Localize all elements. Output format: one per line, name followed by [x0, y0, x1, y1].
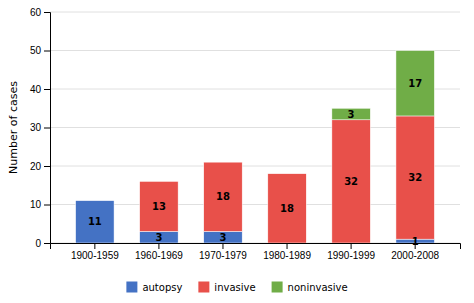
tick: 2000-2008 — [391, 243, 439, 261]
chart: 11331131818323231701020304050601900-1959… — [0, 0, 474, 303]
tick: 1960-1969 — [135, 243, 183, 261]
legend: autopsy invasive noninvasive — [126, 282, 347, 293]
bar-segment — [396, 51, 434, 116]
tick-label: 1990-1999 — [327, 250, 375, 261]
tick-label: 30 — [30, 122, 42, 133]
tick-label: 20 — [30, 161, 42, 172]
tick: 1900-1959 — [71, 243, 119, 261]
tick-label: 60 — [30, 7, 42, 18]
tick: 50 — [30, 45, 50, 56]
data-label: 13 — [152, 201, 166, 212]
tick: 40 — [30, 84, 50, 95]
data-label: 11 — [88, 216, 102, 227]
bar-segment — [204, 231, 242, 243]
tick-label: 50 — [30, 45, 42, 56]
grid-line — [50, 12, 460, 13]
series — [332, 51, 435, 120]
tick-label: 40 — [30, 84, 42, 95]
y-axis-title: Number of cases — [7, 81, 20, 174]
data-label: 18 — [280, 203, 294, 214]
bar-segment — [76, 200, 114, 201]
series — [140, 116, 435, 243]
tick-mark — [44, 243, 50, 244]
tick-label: 1960-1969 — [135, 250, 183, 261]
data-label: 18 — [216, 191, 230, 202]
bar-segment — [332, 108, 370, 120]
tick: 30 — [30, 122, 50, 133]
data-label: 3 — [348, 109, 355, 120]
legend-label: autopsy — [142, 282, 182, 293]
legend-label: noninvasive — [288, 282, 348, 293]
tick-mark — [44, 128, 50, 129]
y-axis: 0 10 20 30 40 50 60 — [30, 7, 51, 249]
tick-mark — [351, 243, 352, 249]
tick-label: 2000-2008 — [391, 250, 439, 261]
plot: 11331131818323231701020304050601900-1959… — [30, 7, 461, 261]
axis-line — [51, 244, 461, 250]
legend-label: invasive — [214, 282, 255, 293]
tick-label: 1970-1979 — [199, 250, 247, 261]
legend-swatch — [126, 282, 137, 293]
series — [76, 201, 435, 243]
bar-segment — [140, 231, 178, 243]
legend-item: noninvasive — [272, 282, 348, 293]
tick-mark — [415, 243, 416, 249]
bar-segment — [204, 162, 242, 231]
tick: 10 — [30, 199, 50, 210]
bar-segment — [396, 116, 434, 239]
tick: 1970-1979 — [199, 243, 247, 261]
bar-segment — [140, 181, 178, 182]
tick-mark — [222, 243, 223, 249]
tick-mark — [44, 89, 50, 90]
bar-segment — [76, 200, 114, 201]
tick-mark — [44, 205, 50, 206]
tick: 60 — [30, 7, 50, 18]
tick: 1980-1989 — [263, 243, 311, 261]
bar-segment — [140, 181, 178, 231]
data-label: 32 — [408, 172, 422, 183]
bars — [76, 51, 435, 244]
legend-item: autopsy — [126, 282, 182, 293]
tick: 20 — [30, 161, 50, 172]
bar-segment — [268, 174, 306, 243]
x-axis: 1900-1959 1960-1969 1970-1979 1980-1989 1990… — [51, 243, 461, 261]
tick-mark — [44, 166, 50, 167]
data-label: 3 — [155, 232, 162, 243]
tick-mark — [44, 12, 50, 13]
data-labels: 113311318183232317 — [88, 78, 422, 247]
axis-line — [44, 13, 51, 244]
tick-label: 10 — [30, 199, 42, 210]
bar-segment — [204, 162, 242, 163]
grid — [50, 12, 460, 243]
tick-mark — [94, 243, 95, 249]
bar-segment — [268, 173, 306, 174]
tick-label: 1900-1959 — [71, 250, 119, 261]
legend-swatch — [198, 282, 209, 293]
legend-item: invasive — [198, 282, 255, 293]
tick: 0 — [35, 238, 50, 249]
data-label: 17 — [408, 78, 422, 89]
data-label: 32 — [344, 176, 358, 187]
legend-swatch — [272, 282, 283, 293]
tick-mark — [44, 51, 50, 52]
tick-mark — [158, 243, 159, 249]
tick-label: 0 — [35, 238, 41, 249]
tick-mark — [287, 243, 288, 249]
data-label: 3 — [219, 232, 226, 243]
tick: 1990-1999 — [327, 243, 375, 261]
bar-segment — [332, 120, 370, 243]
bar-segment — [76, 201, 114, 243]
tick-label: 1980-1989 — [263, 250, 311, 261]
